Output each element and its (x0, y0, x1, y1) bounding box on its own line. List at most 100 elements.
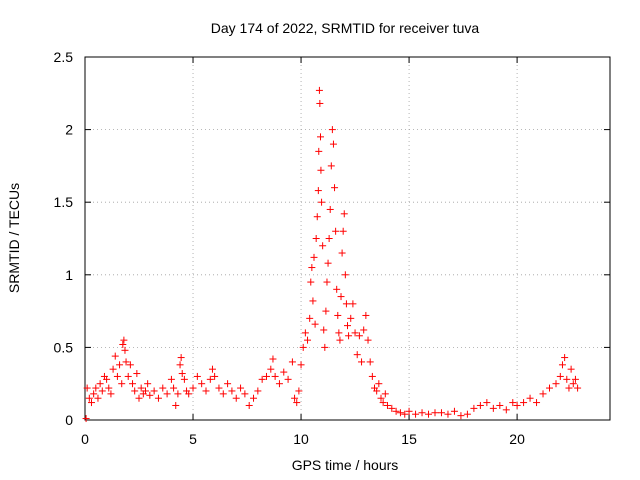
data-point (318, 198, 326, 206)
data-point (83, 384, 91, 392)
data-point (174, 390, 182, 398)
data-point (119, 340, 127, 348)
data-point (571, 375, 579, 383)
data-point (271, 372, 279, 380)
data-point (476, 401, 484, 409)
data-point (295, 387, 303, 395)
data-point (513, 401, 521, 409)
data-point (342, 300, 350, 308)
data-point (310, 253, 318, 261)
x-tick-label: 10 (293, 431, 309, 447)
y-tick-labels: 0 0.5 1 1.5 2 2.5 (54, 49, 74, 428)
data-point (321, 343, 329, 351)
data-point (431, 409, 439, 417)
data-point (401, 410, 409, 418)
data-point (306, 314, 314, 322)
data-point (113, 372, 121, 380)
data-point (327, 162, 335, 170)
y-tick-label: 0 (65, 412, 73, 428)
data-point (344, 322, 351, 330)
data-point (206, 375, 214, 383)
data-point (307, 278, 315, 286)
data-point (425, 410, 433, 418)
data-point (245, 401, 253, 409)
data-point (552, 380, 560, 388)
data-point (258, 375, 266, 383)
data-point (388, 404, 396, 412)
grid-lines (85, 57, 610, 420)
data-point (293, 399, 301, 407)
y-tick-label: 2 (65, 122, 73, 138)
x-tick-label: 20 (509, 431, 525, 447)
data-point (316, 99, 324, 107)
data-point (309, 297, 317, 305)
data-points (82, 86, 582, 423)
data-point (241, 390, 249, 398)
data-point (567, 365, 575, 373)
data-point (120, 336, 128, 344)
data-point (105, 384, 113, 392)
data-point (412, 410, 420, 418)
data-point (232, 394, 240, 402)
data-point (377, 394, 385, 402)
x-tick-labels: 0 5 10 15 20 (81, 431, 525, 447)
data-point (565, 384, 573, 392)
data-point (96, 380, 104, 388)
data-point (284, 375, 292, 383)
data-point (146, 391, 154, 399)
data-point (111, 352, 119, 360)
data-point (373, 387, 381, 395)
data-point (509, 399, 517, 407)
data-point (224, 380, 232, 388)
data-point (502, 406, 510, 414)
data-point (450, 407, 458, 415)
data-point (355, 332, 363, 340)
data-point (339, 227, 347, 235)
data-point (405, 407, 413, 415)
data-point (328, 126, 336, 134)
data-point (301, 329, 309, 337)
data-point (150, 387, 158, 395)
data-point (381, 390, 389, 398)
data-point (338, 249, 346, 257)
data-point (337, 293, 345, 301)
data-point (444, 410, 452, 418)
data-point (317, 166, 325, 174)
data-point (219, 390, 227, 398)
y-tick-label: 2.5 (54, 49, 74, 65)
data-point (396, 409, 404, 417)
data-point (103, 375, 111, 383)
data-point (323, 278, 331, 286)
data-point (392, 407, 400, 415)
data-point (314, 187, 322, 195)
data-point (107, 390, 115, 398)
y-axis-label: SRMTID / TECUs (6, 183, 22, 293)
data-point (312, 235, 320, 242)
data-point (379, 399, 387, 407)
data-point (315, 86, 323, 94)
data-point (154, 394, 162, 402)
data-point (574, 384, 582, 392)
data-point (280, 368, 288, 376)
data-point (92, 384, 100, 392)
data-point (126, 361, 134, 369)
data-point (109, 365, 117, 373)
data-point (202, 387, 210, 395)
data-point (360, 326, 368, 334)
data-point (437, 409, 445, 417)
data-point (418, 409, 426, 417)
data-point (332, 227, 340, 235)
data-point (131, 387, 139, 395)
data-point (362, 311, 370, 319)
data-point (193, 372, 201, 380)
data-point (546, 384, 554, 392)
data-point (124, 372, 132, 380)
data-point (167, 375, 175, 383)
data-point (341, 271, 349, 279)
data-point (297, 361, 305, 369)
data-point (198, 380, 206, 388)
data-point (325, 235, 333, 242)
data-point (94, 394, 102, 402)
data-point (463, 410, 471, 418)
y-tick-label: 1.5 (54, 194, 74, 210)
